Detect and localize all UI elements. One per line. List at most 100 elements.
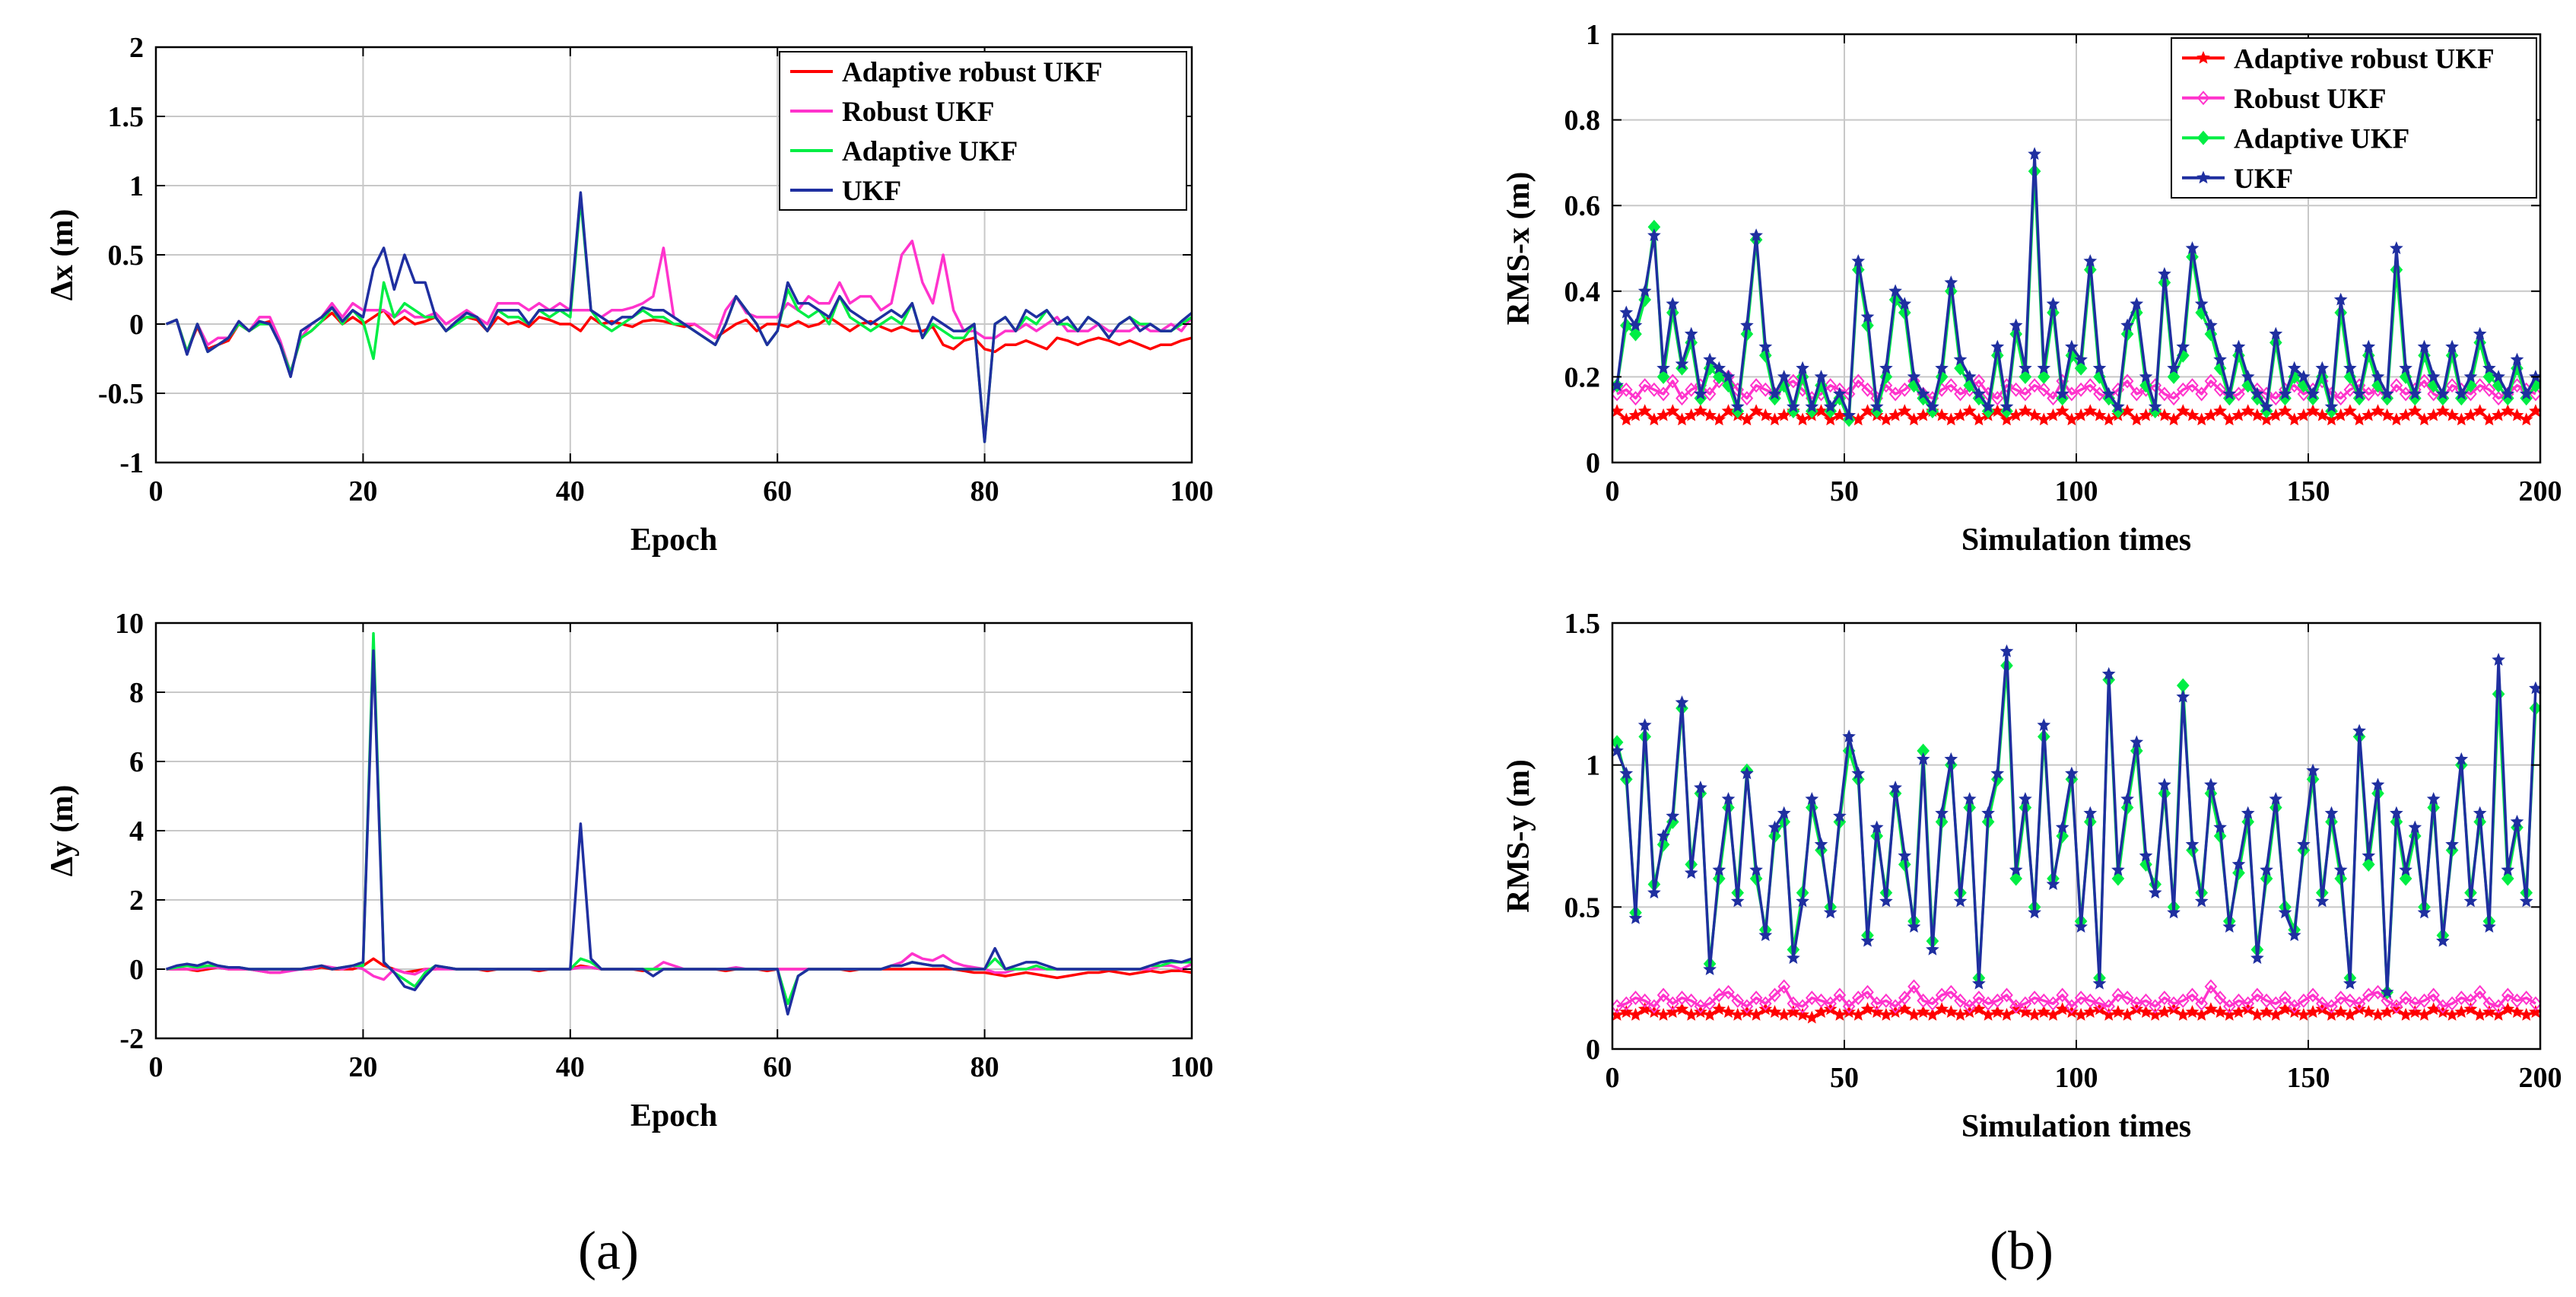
data-point-adaptive-robust-ukf xyxy=(1833,1007,1847,1021)
data-point-robust-ukf xyxy=(2186,378,2199,393)
data-point-adaptive-robust-ukf xyxy=(2213,404,2227,417)
data-point-robust-ukf xyxy=(1703,996,1717,1011)
data-point-robust-ukf xyxy=(2445,996,2459,1011)
legend-entry-robust-ukf: Robust UKF xyxy=(790,97,994,128)
data-point-ukf xyxy=(1730,894,1745,908)
y-tick-label: 4 xyxy=(129,815,144,847)
legend-label-robust-ukf: Robust UKF xyxy=(842,97,994,128)
data-point-adaptive-robust-ukf xyxy=(2417,1007,2431,1021)
data-point-robust-ukf xyxy=(1612,999,1624,1014)
data-point-ukf xyxy=(1833,809,1847,822)
legend: Adaptive robust UKF Robust UKF Adaptive UK… xyxy=(2171,37,2537,199)
data-point-ukf xyxy=(2315,361,2330,374)
data-point-ukf xyxy=(1637,718,1652,731)
data-point-robust-ukf xyxy=(1861,984,1874,1000)
data-point-robust-ukf xyxy=(1944,984,1958,1000)
data-point-adaptive-robust-ukf xyxy=(2046,408,2060,421)
data-point-robust-ukf xyxy=(2352,996,2366,1011)
data-point-robust-ukf xyxy=(2204,979,2218,994)
data-point-ukf xyxy=(2139,848,2153,862)
y-tick-label: 0.4 xyxy=(1564,276,1601,308)
data-point-robust-ukf xyxy=(1638,993,1652,1009)
legend-entry-adaptive-ukf: Adaptive UKF xyxy=(2182,123,2409,154)
data-point-ukf xyxy=(2454,752,2469,765)
data-point-ukf xyxy=(2046,297,2060,310)
data-point-adaptive-robust-ukf xyxy=(1777,408,1791,421)
data-point-robust-ukf xyxy=(2250,987,2264,1003)
data-point-adaptive-robust-ukf xyxy=(2454,1005,2469,1018)
legend-label-robust-ukf: Robust UKF xyxy=(2234,84,2386,115)
data-point-ukf xyxy=(1628,911,1643,924)
data-point-adaptive-robust-ukf xyxy=(1935,1002,1949,1016)
data-point-ukf xyxy=(1675,357,1689,370)
y-tick-label: 8 xyxy=(129,677,144,709)
data-point-robust-ukf xyxy=(2213,382,2227,397)
data-point-robust-ukf xyxy=(1768,987,1781,1003)
data-point-ukf xyxy=(1730,399,1745,413)
data-point-adaptive-robust-ukf xyxy=(2399,408,2412,421)
data-point-robust-ukf xyxy=(1888,386,1902,402)
data-point-ukf xyxy=(2297,837,2311,850)
data-point-ukf xyxy=(2482,361,2496,374)
data-point-ukf xyxy=(1777,370,1791,383)
data-point-ukf xyxy=(1860,933,1875,947)
data-point-ukf xyxy=(2510,814,2524,828)
data-point-ukf xyxy=(2074,352,2088,366)
data-point-ukf xyxy=(1972,976,1986,990)
data-point-ukf xyxy=(2185,241,2200,255)
data-point-adaptive-robust-ukf xyxy=(1740,412,1754,426)
data-point-ukf xyxy=(1647,885,1661,899)
data-point-robust-ukf xyxy=(1861,382,1874,397)
data-point-ukf xyxy=(2074,920,2088,933)
data-point-robust-ukf xyxy=(2473,984,2487,1000)
data-point-adaptive-robust-ukf xyxy=(2519,412,2533,426)
data-point-robust-ukf xyxy=(2529,996,2540,1011)
data-point-ukf xyxy=(1926,942,1939,955)
data-point-robust-ukf xyxy=(1712,987,1726,1003)
data-point-adaptive-robust-ukf xyxy=(2362,408,2376,421)
data-point-ukf xyxy=(1842,408,1856,421)
data-point-adaptive-robust-ukf xyxy=(1796,412,1809,426)
data-point-ukf xyxy=(2333,292,2348,306)
data-point-ukf xyxy=(2148,399,2162,413)
data-point-robust-ukf xyxy=(2149,999,2162,1014)
data-point-robust-ukf xyxy=(1758,382,1772,397)
data-point-robust-ukf xyxy=(1833,987,1847,1003)
data-point-ukf xyxy=(2352,723,2366,737)
data-point-robust-ukf xyxy=(1740,999,1754,1014)
data-point-adaptive-robust-ukf xyxy=(1990,404,2005,417)
data-point-adaptive-robust-ukf xyxy=(1814,1005,1828,1018)
data-point-ukf xyxy=(2037,361,2051,374)
data-point-robust-ukf xyxy=(1796,999,1809,1014)
data-point-ukf xyxy=(2101,386,2116,400)
data-point-adaptive-robust-ukf xyxy=(1628,1007,1643,1021)
legend-label-adaptive-robust-ukf: Adaptive robust UKF xyxy=(842,57,1103,88)
series-adaptive-robust-ukf xyxy=(1612,404,2540,426)
data-point-adaptive-ukf xyxy=(2074,361,2088,376)
data-point-robust-ukf xyxy=(2195,386,2209,402)
data-point-robust-ukf xyxy=(1619,382,1633,397)
data-point-adaptive-ukf xyxy=(2399,871,2412,886)
data-point-ukf xyxy=(2445,339,2459,353)
data-point-adaptive-robust-ukf xyxy=(1637,404,1652,417)
data-point-robust-ukf xyxy=(2139,993,2152,1009)
y-tick-label: 2 xyxy=(129,32,144,64)
data-point-robust-ukf xyxy=(1898,382,1911,397)
data-point-ukf xyxy=(2510,352,2524,366)
data-point-robust-ukf xyxy=(2390,999,2403,1014)
data-point-ukf xyxy=(2324,806,2339,819)
data-point-robust-ukf xyxy=(2102,999,2116,1014)
data-point-adaptive-robust-ukf xyxy=(1684,408,1698,421)
data-point-ukf xyxy=(2297,370,2311,383)
data-point-adaptive-robust-ukf xyxy=(1851,1007,1866,1021)
data-point-robust-ukf xyxy=(2334,990,2348,1006)
data-point-ukf xyxy=(2362,339,2376,353)
data-point-ukf xyxy=(2065,766,2079,780)
x-tick-label: 150 xyxy=(2287,475,2330,507)
x-tick-label: 200 xyxy=(2519,475,2562,507)
data-point-ukf xyxy=(2436,386,2450,400)
data-point-robust-ukf xyxy=(1749,990,1763,1006)
data-point-ukf xyxy=(1721,370,1736,383)
data-point-robust-ukf xyxy=(2381,993,2394,1009)
data-point-ukf xyxy=(2176,339,2190,353)
